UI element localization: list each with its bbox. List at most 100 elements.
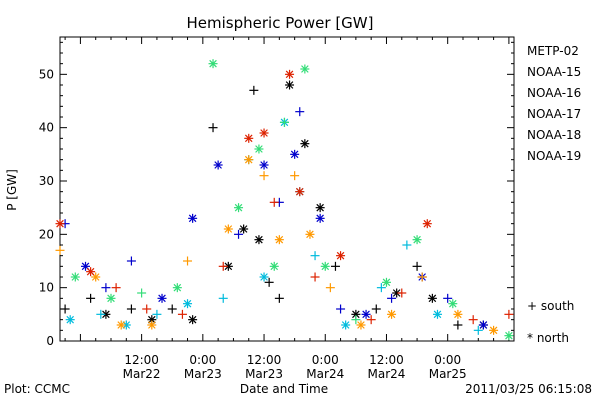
data-point-north (432, 309, 442, 319)
data-point-south (142, 304, 152, 314)
data-point-north (412, 235, 422, 245)
data-point-south (208, 123, 218, 133)
data-point-north (55, 219, 65, 229)
data-point-south (55, 245, 65, 255)
data-point-north (478, 320, 488, 330)
data-point-north (274, 235, 284, 245)
data-point-north (290, 149, 300, 159)
y-axis: 0 10 20 30 40 50 (39, 41, 514, 348)
plot-area-border (59, 36, 515, 342)
data-point-north (320, 261, 330, 271)
data-point-north (254, 144, 264, 154)
data-point-south (264, 277, 274, 287)
data-point-north (489, 325, 499, 335)
data-point-south (96, 309, 106, 319)
data-point-south (249, 85, 259, 95)
data-point-south (234, 229, 244, 239)
data-point-south (310, 272, 320, 282)
data-point-north (341, 320, 351, 330)
x-tick-label-time: 0:00 (189, 353, 216, 367)
x-tick-label-time: 12:00 (124, 353, 159, 367)
x-tick-label-date: Mar24 (306, 367, 344, 381)
data-point-south (259, 171, 269, 181)
data-point-north (300, 64, 310, 74)
data-point-south (336, 304, 346, 314)
data-point-north (157, 293, 167, 303)
data-point-north (183, 299, 193, 309)
chart-title: Hemispheric Power [GW] (187, 14, 374, 32)
legend-entry: NOAA-17 (527, 107, 581, 121)
data-point-north (259, 272, 269, 282)
data-point-south (443, 293, 453, 303)
data-point-north (259, 128, 269, 138)
data-point-north (106, 293, 116, 303)
data-point-north (381, 277, 391, 287)
x-tick-label-date: Mar23 (245, 367, 283, 381)
data-point-north (86, 267, 96, 277)
data-point-north (172, 283, 182, 293)
x-axis: 12:00Mar220:00Mar2312:00Mar230:00Mar2412… (64, 37, 510, 381)
data-point-south (397, 288, 407, 298)
data-point-north (427, 293, 437, 303)
data-point-north (361, 309, 371, 319)
data-point-south (366, 315, 376, 325)
data-point-south (269, 197, 279, 207)
y-tick-label: 40 (39, 121, 54, 135)
data-point-north (269, 261, 279, 271)
data-point-north (295, 187, 305, 197)
data-point-north (188, 315, 198, 325)
data-point-south (453, 320, 463, 330)
x-tick-label-date: Mar24 (368, 367, 406, 381)
legend: METP-02 NOAA-15 NOAA-16 NOAA-17 NOAA-18 NOAA-… (527, 44, 581, 163)
data-point-south (218, 293, 228, 303)
marker-legend-south: + south (527, 299, 574, 313)
data-point-south (387, 293, 397, 303)
data-point-south (218, 261, 228, 271)
data-point-south (274, 293, 284, 303)
x-tick-label-time: 12:00 (369, 353, 404, 367)
data-point-north (387, 309, 397, 319)
data-point-north (300, 139, 310, 149)
data-point-north (244, 155, 254, 165)
data-point-north (259, 160, 269, 170)
data-point-south (279, 117, 289, 127)
data-points (55, 59, 514, 341)
x-axis-label: Date and Time (240, 382, 328, 396)
data-point-north (188, 213, 198, 223)
y-tick-label: 30 (39, 174, 54, 188)
data-point-north (65, 315, 75, 325)
data-point-south (101, 283, 111, 293)
data-point-north (223, 224, 233, 234)
x-tick-label-time: 0:00 (312, 353, 339, 367)
data-point-north (453, 309, 463, 319)
data-point-north (213, 160, 223, 170)
marker-legend-north: * north (527, 331, 569, 345)
y-tick-label: 20 (39, 227, 54, 241)
data-point-south (473, 325, 483, 335)
data-point-south (137, 288, 147, 298)
data-point-south (295, 107, 305, 117)
data-point-north (254, 235, 264, 245)
data-point-north (448, 299, 458, 309)
data-point-north (116, 320, 126, 330)
data-point-north (504, 331, 514, 341)
data-point-north (305, 229, 315, 239)
data-point-south (60, 304, 70, 314)
data-point-south (412, 261, 422, 271)
data-point-south (86, 293, 96, 303)
data-point-north (70, 272, 80, 282)
footer-timestamp: 2011/03/25 06:15:08 (465, 382, 592, 396)
data-point-south (111, 283, 121, 293)
data-point-south (371, 304, 381, 314)
data-point-south (504, 309, 514, 319)
data-point-south (126, 304, 136, 314)
data-point-south (330, 261, 340, 271)
data-point-north (147, 320, 157, 330)
y-tick-label: 10 (39, 281, 54, 295)
x-tick-label-time: 12:00 (247, 353, 282, 367)
x-tick-label-date: Mar22 (123, 367, 161, 381)
data-point-south (167, 304, 177, 314)
data-point-north (81, 261, 91, 271)
legend-entry: NOAA-18 (527, 128, 581, 142)
